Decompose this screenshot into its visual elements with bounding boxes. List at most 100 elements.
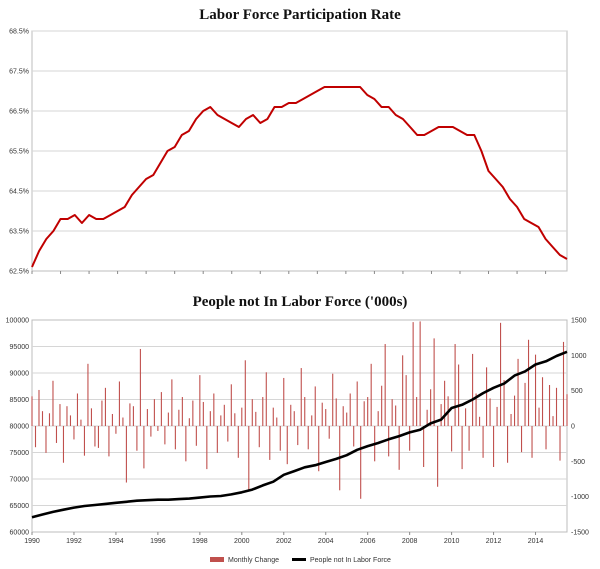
monthly-change-bar [503, 380, 505, 426]
x-tick-label: 2008 [402, 538, 418, 545]
people-not-in-labor-force-chart: People not In Labor Force ('000s) 60000 6… [6, 294, 589, 564]
legend-label-people-not-in-labor-force: People not In Labor Force [310, 557, 391, 564]
x-tick-label: 2002 [276, 538, 292, 545]
monthly-change-bar [153, 399, 155, 426]
monthly-change-bar [381, 385, 383, 426]
monthly-change-bar [276, 417, 278, 426]
participation-rate-line [31, 86, 568, 268]
monthly-change-bar [115, 426, 117, 434]
monthly-change-bar [304, 397, 306, 426]
chart-legend: Monthly Change People not In Labor Force [210, 557, 391, 564]
monthly-change-bar [66, 406, 68, 426]
monthly-change-bar [541, 377, 544, 426]
monthly-change-bar [209, 411, 211, 426]
y-tick-label: 66.5% [9, 109, 29, 116]
monthly-change-bar [248, 426, 250, 492]
monthly-change-bar [353, 426, 355, 447]
monthly-change-bar [548, 385, 551, 426]
monthly-change-bar [555, 387, 558, 426]
monthly-change-bar [384, 344, 386, 426]
participation-rate-chart: Labor Force Participation Rate 62.5% 63.5… [9, 7, 568, 276]
monthly-change-bar [258, 426, 260, 448]
monthly-change-bar [146, 409, 148, 426]
monthly-change-bar [363, 401, 365, 426]
monthly-change-bar [178, 409, 180, 426]
monthly-change-bar [220, 415, 222, 426]
monthly-change-bar [531, 426, 533, 458]
y-left-tick-label: 85000 [10, 397, 30, 404]
monthly-change-bar [300, 368, 302, 426]
monthly-change-bar [52, 380, 54, 426]
monthly-change-bar [377, 411, 379, 426]
x-tick-label: 2012 [486, 538, 502, 545]
monthly-change-bar [489, 398, 491, 426]
monthly-change-bar [479, 416, 481, 426]
monthly-change-bar [566, 394, 568, 426]
monthly-change-bar [517, 358, 519, 426]
monthly-change-bar [444, 380, 446, 426]
monthly-change-bar [223, 404, 225, 426]
y-right-tick-label: 1000 [571, 353, 587, 360]
monthly-change-bar [185, 426, 187, 462]
monthly-change-bar [367, 397, 369, 426]
y-tick-label: 64.5% [9, 189, 29, 196]
monthly-change-bar [230, 384, 232, 426]
monthly-change-bar [538, 407, 540, 426]
monthly-change-bar [171, 379, 173, 426]
monthly-change-bar [181, 397, 183, 426]
people-not-in-labor-force-line [31, 350, 568, 519]
monthly-change-bar [458, 364, 460, 426]
monthly-change-bar [409, 426, 411, 451]
y-right-tick-label: 500 [571, 388, 583, 395]
monthly-change-bar [346, 412, 348, 426]
y-right-tick-label: -1000 [571, 494, 589, 501]
monthly-change-bar [318, 426, 320, 472]
monthly-change-bar [461, 426, 463, 470]
x-tick-label: 1996 [150, 538, 166, 545]
monthly-change-bar [38, 389, 40, 426]
monthly-change-bar [402, 355, 404, 426]
monthly-change-bar [534, 354, 537, 426]
monthly-change-bar [465, 408, 467, 426]
monthly-change-bar [157, 426, 159, 431]
x-tick-label: 2000 [234, 538, 250, 545]
monthly-change-bar [227, 426, 229, 442]
monthly-change-bar [475, 393, 477, 426]
monthly-change-bar [328, 426, 330, 439]
monthly-change-bar [297, 426, 299, 446]
monthly-change-bar [139, 348, 141, 426]
monthly-change-bar [440, 404, 442, 426]
y-right-tick-label: -1500 [571, 530, 589, 537]
monthly-change-bar [307, 426, 309, 450]
monthly-change-bar [188, 418, 190, 426]
monthly-change-bar [325, 409, 327, 426]
monthly-change-bar [87, 363, 89, 426]
monthly-change-bar [118, 381, 120, 426]
x-tick-label: 1990 [24, 538, 40, 545]
monthly-change-bar [335, 398, 337, 426]
monthly-change-bar [290, 404, 292, 426]
x-tick-label: 2010 [444, 538, 460, 545]
monthly-change-bar [342, 406, 344, 426]
y-right-tick-label: 1500 [571, 318, 587, 325]
y-left-tick-label: 90000 [10, 371, 30, 378]
legend-label-monthly-change: Monthly Change [228, 557, 279, 564]
monthly-change-bar [451, 426, 453, 452]
monthly-change-bar [80, 419, 82, 426]
monthly-change-bar [496, 406, 498, 426]
monthly-change-bar [76, 393, 79, 426]
monthly-change-bar [255, 411, 257, 426]
monthly-change-bar [398, 426, 400, 470]
monthly-change-bar [388, 426, 390, 457]
y-left-tick-label: 75000 [10, 450, 30, 457]
monthly-change-bar [311, 415, 313, 426]
monthly-change-bar [472, 353, 474, 426]
monthly-change-bar [164, 426, 166, 445]
monthly-change-bar [552, 416, 554, 426]
legend-swatch-monthly-change [210, 557, 224, 562]
monthly-change-bar [395, 405, 397, 426]
participation-chart-title: Labor Force Participation Rate [199, 7, 401, 23]
monthly-change-bar [241, 407, 243, 426]
monthly-change-bar [391, 399, 393, 426]
monthly-change-bar [111, 413, 113, 426]
